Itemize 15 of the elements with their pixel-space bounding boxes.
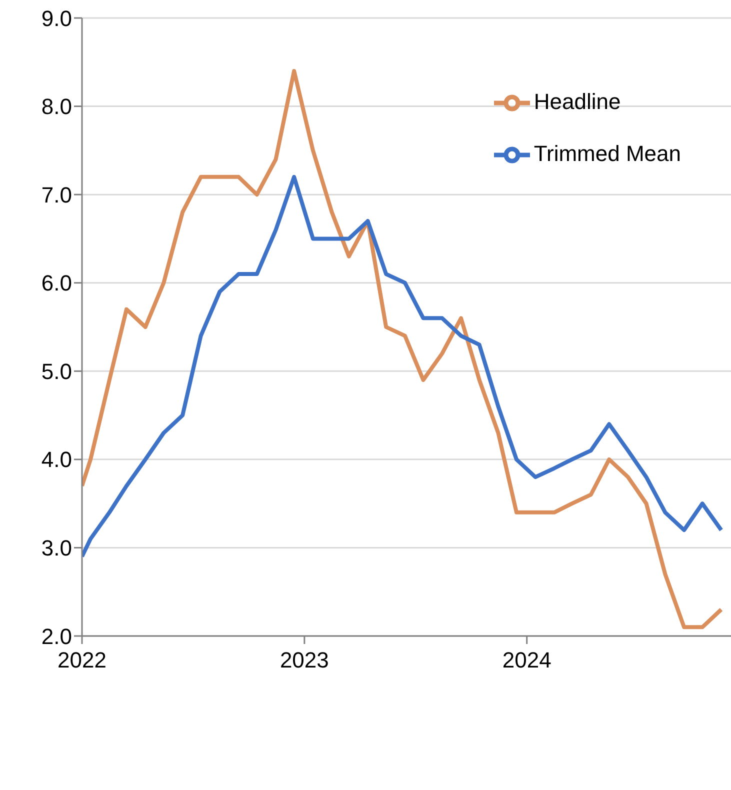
legend-label: Trimmed Mean <box>534 141 681 166</box>
y-tick-label: 3.0 <box>41 536 72 561</box>
y-tick-label: 5.0 <box>41 358 72 384</box>
x-tick-label: 2022 <box>58 648 106 673</box>
y-tick-label: 2.0 <box>41 624 72 649</box>
x-tick-label: 2024 <box>502 648 552 673</box>
y-tick-label: 6.0 <box>41 270 72 296</box>
y-tick-label: 7.0 <box>41 182 72 208</box>
y-tick-label: 9.0 <box>41 6 72 31</box>
y-tick-label: 4.0 <box>41 447 72 472</box>
y-tick-label: 8.0 <box>41 94 72 120</box>
legend-label: Headline <box>534 89 621 114</box>
line-series <box>82 68 724 630</box>
line-series <box>82 174 724 559</box>
x-tick-label: 2023 <box>280 648 329 673</box>
